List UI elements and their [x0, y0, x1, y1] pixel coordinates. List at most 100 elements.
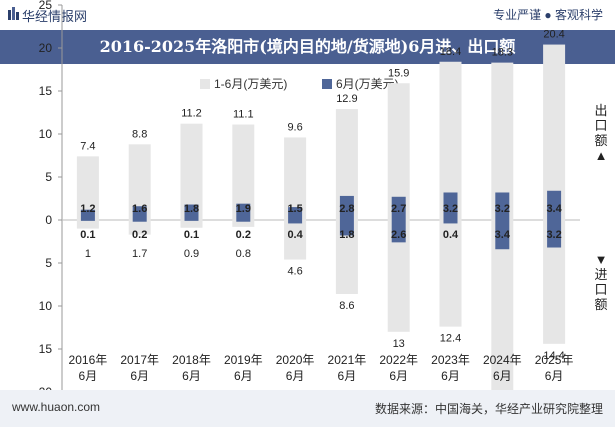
bar-monthly-import	[547, 220, 562, 248]
data-label-monthly-export: 1.8	[184, 203, 199, 215]
x-tick-label-line2: 6月	[441, 369, 460, 383]
y-tick-label: 20	[39, 385, 53, 390]
legend-label-monthly: 6月(万美元)	[336, 77, 399, 91]
data-label-monthly-export: 2.8	[339, 203, 354, 215]
y-tick-label: 5	[45, 256, 52, 270]
bar-cumulative-export	[543, 44, 566, 221]
bar-cumulative-import	[543, 220, 566, 344]
data-label-cumulative-export: 11.2	[181, 108, 202, 120]
x-tick-label-line2: 6月	[493, 369, 512, 383]
bar-monthly-export	[80, 209, 95, 220]
bar-monthly-import	[132, 220, 147, 222]
bar-monthly-import	[236, 220, 251, 222]
bar-cumulative-import	[180, 220, 203, 228]
data-label-monthly-import: 0.2	[236, 229, 251, 241]
bar-monthly-export	[495, 192, 510, 220]
x-tick-label: 2024年	[483, 353, 522, 367]
footer: www.huaon.com 数据来源：中国海关，华经产业研究院整理	[0, 390, 615, 427]
x-tick-label: 2018年	[172, 353, 211, 367]
export-axis-label: 出口额▲	[594, 103, 608, 163]
title-bar: 2016-2025年洛阳市(境内目的地/货源地)6月进、出口额	[0, 30, 615, 64]
data-label-monthly-export: 1.9	[236, 203, 251, 215]
x-tick-label: 2020年	[276, 353, 315, 367]
x-tick-label-line2: 6月	[338, 369, 357, 383]
bar-monthly-import	[443, 220, 458, 224]
bar-cumulative-import	[387, 220, 410, 332]
bar-cumulative-export	[439, 61, 462, 221]
legend-swatch-monthly	[322, 79, 332, 89]
y-tick-label: 20	[39, 41, 53, 55]
bar-cumulative-export	[128, 144, 151, 220]
data-label-cumulative-export: 20.4	[543, 29, 564, 41]
x-tick-label: 2025年	[535, 353, 574, 367]
y-tick-label: 15	[39, 342, 53, 356]
x-tick-label-line2: 6月	[545, 369, 564, 383]
bar-monthly-export	[547, 190, 562, 220]
top-bar: 华经情报网 专业严谨 ● 客观科学	[0, 0, 615, 28]
data-label-cumulative-import: 1	[85, 248, 91, 260]
x-tick-label-line2: 6月	[79, 369, 98, 383]
data-label-cumulative-export: 15.9	[388, 67, 409, 79]
legend-item-cumulative: 1-6月(万美元)	[200, 75, 287, 92]
data-label-cumulative-export: 18.4	[440, 46, 461, 58]
y-tick-label: 0	[45, 213, 52, 227]
bar-monthly-import	[495, 220, 510, 250]
bar-monthly-import	[339, 220, 354, 236]
bar-monthly-import	[184, 220, 199, 221]
data-label-cumulative-import: 12.4	[440, 333, 461, 345]
x-tick-label-line2: 6月	[130, 369, 149, 383]
legend-label-cumulative: 1-6月(万美元)	[214, 77, 288, 91]
data-label-monthly-import: 3.2	[546, 229, 561, 241]
data-label-monthly-import: 1.8	[339, 229, 354, 241]
bar-monthly-export	[184, 204, 199, 220]
y-tick-label: 10	[39, 127, 53, 141]
data-label-cumulative-export: 18.3	[492, 47, 513, 59]
data-label-monthly-export: 1.5	[287, 203, 302, 215]
data-label-monthly-import: 0.2	[132, 229, 147, 241]
x-tick-label: 2023年	[431, 353, 470, 367]
y-tick-label: 5	[45, 170, 52, 184]
bar-cumulative-export	[335, 109, 358, 220]
bar-monthly-import	[288, 220, 303, 224]
x-tick-label: 2022年	[379, 353, 418, 367]
data-label-monthly-import: 0.4	[287, 229, 303, 241]
data-label-monthly-export: 3.2	[495, 203, 510, 215]
import-axis-label: ▼进口额	[594, 252, 608, 312]
data-label-monthly-export: 1.2	[80, 203, 95, 215]
bar-monthly-export	[288, 207, 303, 220]
bar-cumulative-import	[439, 220, 462, 327]
y-tick-label: 25	[39, 0, 53, 12]
chart-title: 2016-2025年洛阳市(境内目的地/货源地)6月进、出口额	[99, 37, 516, 56]
slogan: 专业严谨 ● 客观科学	[493, 8, 603, 22]
bar-cumulative-import	[76, 220, 99, 229]
data-label-cumulative-import: 1.7	[132, 248, 147, 260]
data-label-cumulative-import: 0.8	[236, 248, 251, 260]
bar-cumulative-import	[284, 220, 307, 260]
data-label-monthly-export: 1.6	[132, 203, 147, 215]
footer-website: www.huaon.com	[12, 400, 101, 414]
data-label-monthly-import: 0.1	[80, 229, 95, 241]
data-label-monthly-import: 0.4	[443, 229, 459, 241]
bar-cumulative-export	[387, 83, 410, 220]
bar-monthly-export	[236, 203, 251, 220]
data-label-cumulative-import: 0.9	[184, 248, 199, 260]
data-label-cumulative-import: 4.6	[287, 266, 302, 278]
bar-cumulative-export	[491, 62, 514, 221]
data-label-monthly-import: 2.6	[391, 229, 406, 241]
x-tick-label-line2: 6月	[234, 369, 253, 383]
legend-item-monthly: 6月(万美元)	[322, 75, 399, 92]
data-label-monthly-export: 3.2	[443, 203, 458, 215]
bar-cumulative-import	[335, 220, 358, 294]
data-label-monthly-export: 3.4	[546, 203, 562, 215]
bar-monthly-export	[443, 192, 458, 220]
bar-cumulative-export	[284, 137, 307, 220]
data-label-cumulative-import: 8.6	[339, 300, 354, 312]
x-tick-label: 2017年	[120, 353, 159, 367]
x-tick-label-line2: 6月	[182, 369, 201, 383]
data-label-cumulative-import: 14.4	[543, 350, 564, 362]
bar-monthly-import	[391, 220, 406, 243]
bar-cumulative-export	[180, 123, 203, 220]
bar-cumulative-import	[491, 220, 514, 390]
bar-monthly-import	[80, 220, 95, 221]
bar-monthly-export	[339, 195, 354, 220]
